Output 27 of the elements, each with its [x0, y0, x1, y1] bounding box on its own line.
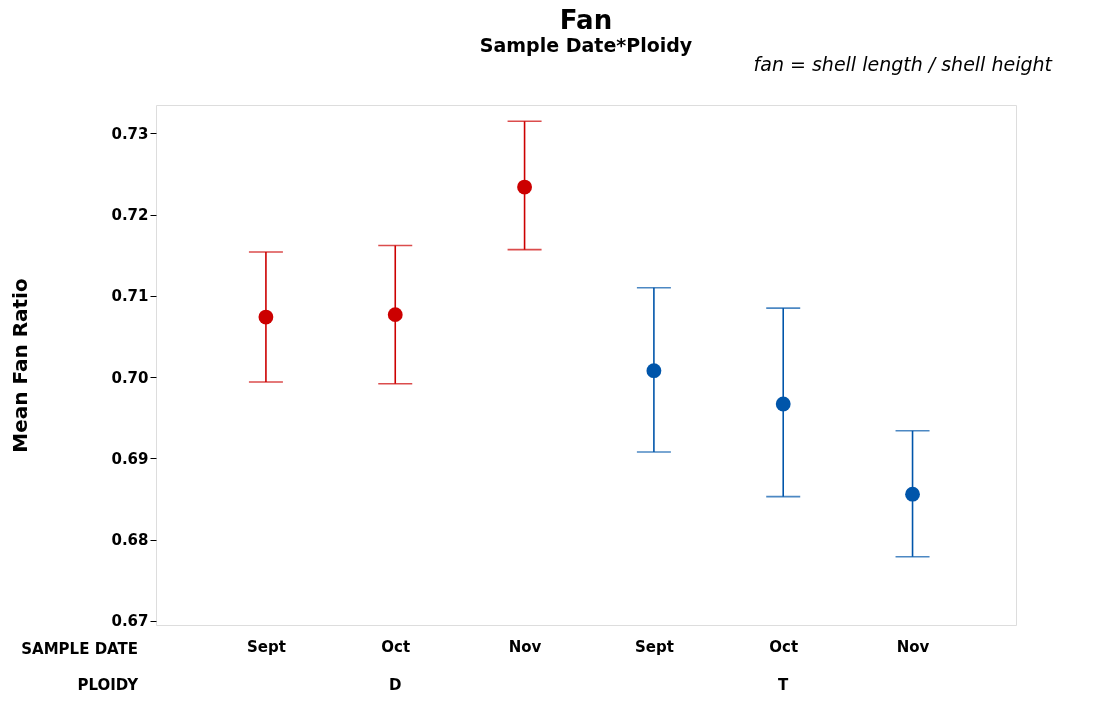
- point: [387, 307, 403, 323]
- point: [517, 179, 532, 195]
- x-tick-label: Oct: [381, 637, 411, 656]
- point: [258, 309, 274, 325]
- text: PLOIDY: [77, 676, 140, 694]
- y-tick-label: 0.72: [111, 206, 149, 225]
- text: T: [778, 676, 790, 694]
- text: SAMPLE DATE: [21, 640, 138, 658]
- chart-title: Fan: [559, 5, 613, 35]
- x-tick-label: Sept: [246, 637, 286, 656]
- text: fan = shell length / shell height: [753, 53, 1054, 75]
- point: [775, 396, 791, 412]
- chart-subtitle: Sample Date*Ploidy: [479, 34, 693, 56]
- text: D: [389, 676, 402, 694]
- y-tick-label: 0.69: [111, 449, 149, 468]
- x-tick-label: Sept: [634, 637, 674, 656]
- y-tick-label: 0.70: [111, 368, 149, 387]
- y-tick-label: 0.73: [111, 124, 149, 143]
- point: [905, 486, 920, 502]
- y-tick-label: 0.67: [111, 612, 149, 631]
- point: [646, 363, 662, 379]
- x-tick-label: Nov: [896, 637, 930, 656]
- x-tick-label: Oct: [769, 637, 799, 656]
- x-tick-label: Nov: [508, 637, 542, 656]
- y-tick-label: 0.71: [111, 287, 149, 306]
- y-tick-label: 0.68: [111, 531, 149, 550]
- y-axis-title: Mean Fan Ratio: [8, 278, 33, 453]
